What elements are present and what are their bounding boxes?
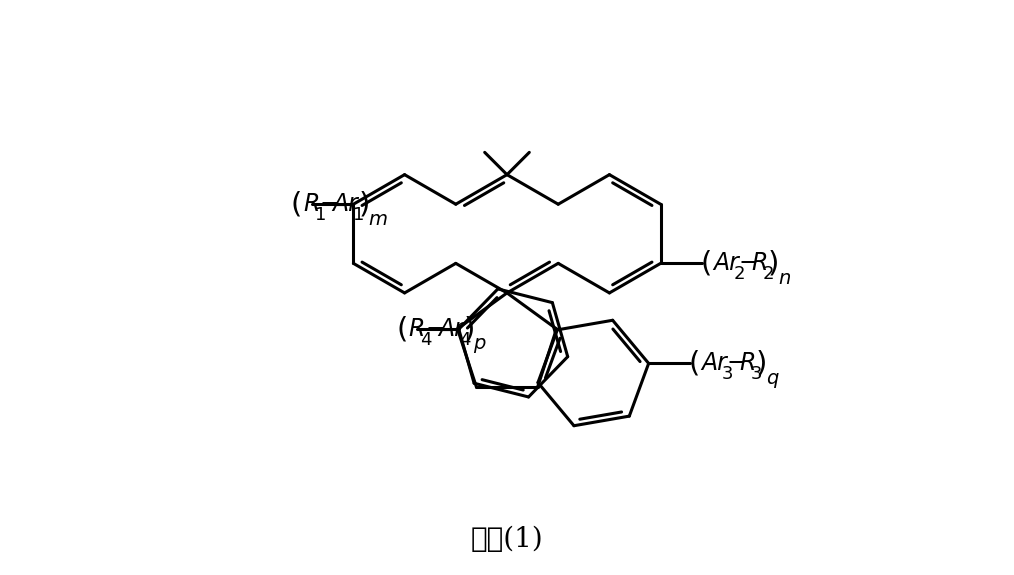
Text: 1: 1 (315, 206, 327, 224)
Text: R: R (409, 317, 425, 341)
Text: 2: 2 (764, 265, 775, 283)
Text: ): ) (756, 350, 768, 377)
Text: Ar: Ar (713, 251, 739, 275)
Text: 4: 4 (458, 331, 470, 349)
Text: q: q (766, 369, 779, 388)
Text: 3: 3 (751, 365, 763, 383)
Text: p: p (474, 335, 486, 354)
Text: R: R (751, 251, 768, 275)
Text: 2: 2 (733, 265, 745, 283)
Text: ): ) (463, 315, 476, 343)
Text: R: R (739, 351, 755, 375)
Text: ): ) (768, 250, 780, 277)
Text: Ar: Ar (701, 351, 727, 375)
Text: n: n (778, 269, 790, 288)
Text: (: ( (291, 190, 302, 218)
Text: ): ) (358, 190, 370, 218)
Text: Ar: Ar (333, 192, 359, 216)
Text: 1: 1 (353, 206, 365, 224)
Text: −: − (738, 251, 758, 275)
Text: (: ( (396, 315, 408, 343)
Text: −: − (425, 317, 445, 341)
Text: R: R (303, 192, 319, 216)
Text: Ar: Ar (438, 317, 464, 341)
Text: 3: 3 (722, 365, 733, 383)
Text: (: ( (689, 350, 700, 377)
Text: −: − (726, 351, 746, 375)
Text: (: ( (701, 250, 712, 277)
Text: 4: 4 (421, 331, 432, 349)
Text: 通式(1): 通式(1) (470, 526, 544, 553)
Text: m: m (368, 209, 387, 228)
Text: −: − (319, 192, 340, 216)
